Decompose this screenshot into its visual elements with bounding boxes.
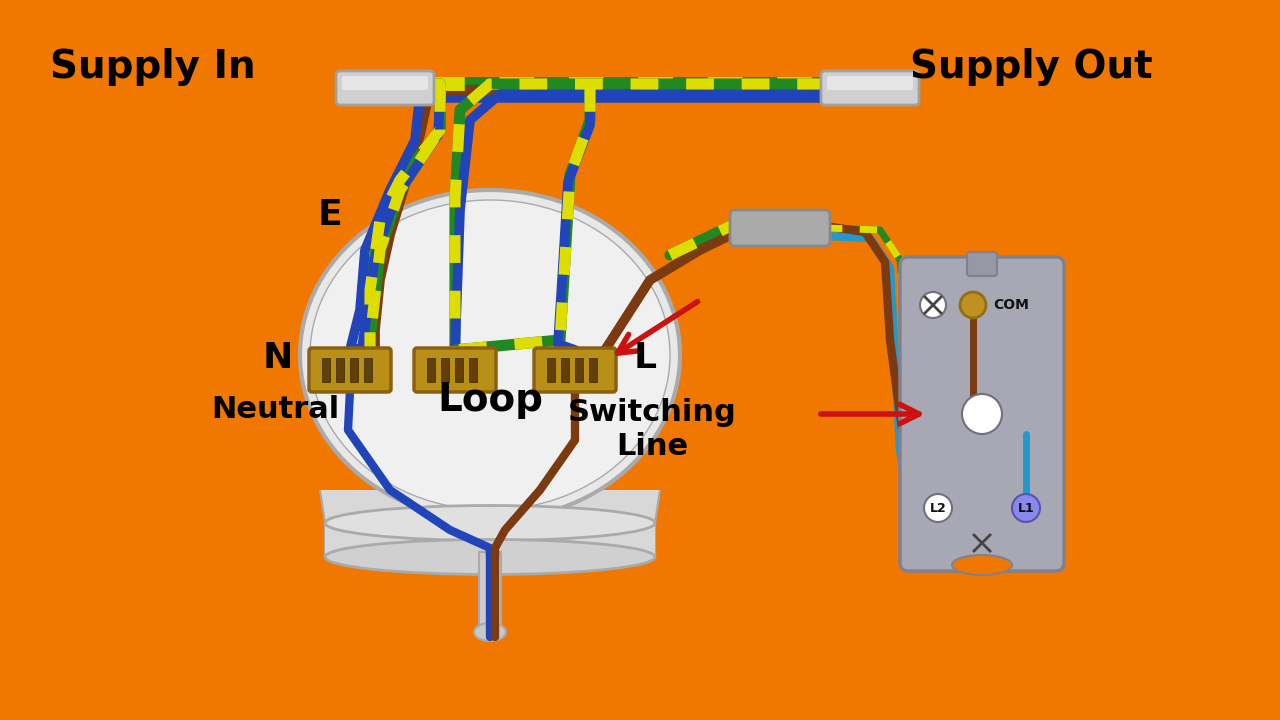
Text: Supply In: Supply In — [50, 48, 256, 86]
FancyBboxPatch shape — [413, 348, 497, 392]
Text: Supply Out: Supply Out — [910, 48, 1152, 86]
Bar — [454, 358, 463, 382]
Polygon shape — [320, 490, 660, 557]
FancyBboxPatch shape — [534, 348, 616, 392]
Bar — [479, 552, 500, 627]
Bar — [589, 358, 596, 382]
Circle shape — [920, 292, 946, 318]
Text: E: E — [317, 198, 342, 232]
Text: Neutral: Neutral — [211, 395, 339, 424]
Text: L1: L1 — [1018, 502, 1034, 515]
Bar — [335, 358, 344, 382]
FancyBboxPatch shape — [820, 71, 919, 105]
Circle shape — [924, 494, 952, 522]
Text: N: N — [262, 341, 293, 375]
Bar — [323, 358, 330, 382]
FancyBboxPatch shape — [730, 210, 829, 246]
FancyBboxPatch shape — [308, 348, 390, 392]
Text: L2: L2 — [929, 502, 946, 515]
Circle shape — [963, 394, 1002, 434]
Bar — [547, 358, 556, 382]
Ellipse shape — [474, 623, 506, 641]
Text: Switching
Line: Switching Line — [567, 398, 736, 461]
Bar — [561, 358, 570, 382]
Bar — [442, 358, 449, 382]
FancyBboxPatch shape — [335, 71, 434, 105]
Bar — [428, 358, 435, 382]
Bar — [364, 358, 372, 382]
Ellipse shape — [952, 555, 1012, 575]
Ellipse shape — [325, 539, 655, 575]
Text: Loop: Loop — [436, 381, 543, 419]
Bar — [325, 523, 655, 558]
Bar — [468, 358, 477, 382]
Circle shape — [960, 292, 986, 318]
Ellipse shape — [310, 200, 669, 510]
Text: COM: COM — [993, 298, 1029, 312]
Bar — [349, 358, 358, 382]
Ellipse shape — [325, 505, 655, 541]
FancyBboxPatch shape — [827, 76, 913, 90]
Ellipse shape — [300, 190, 680, 520]
FancyBboxPatch shape — [966, 252, 997, 276]
Circle shape — [1012, 494, 1039, 522]
Bar — [575, 358, 582, 382]
FancyBboxPatch shape — [342, 76, 428, 90]
FancyBboxPatch shape — [900, 257, 1064, 571]
Text: L: L — [634, 341, 657, 375]
